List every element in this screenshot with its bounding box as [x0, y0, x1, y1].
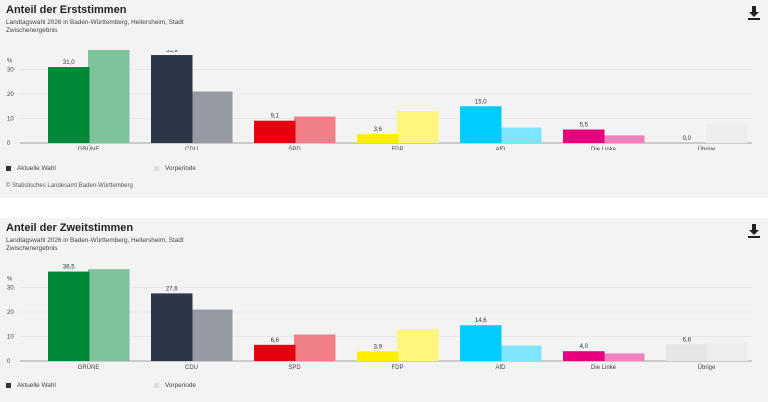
chart-title: Anteil der Erststimmen [6, 4, 127, 16]
bar-previous[interactable] [500, 127, 542, 143]
bar-previous[interactable] [397, 328, 439, 361]
bar-current[interactable] [48, 67, 90, 143]
legend-swatch-previous [154, 382, 159, 388]
subtitle-line: Landtagswahl 2026 in Baden-Württemberg, … [6, 19, 184, 26]
data-label: 6,8 [683, 337, 692, 343]
bar-current[interactable] [357, 134, 399, 143]
bar-previous[interactable] [397, 110, 439, 143]
y-tick-label: 0 [7, 359, 11, 365]
subtitle-line: Landtagswahl 2026 in Baden-Württemberg, … [6, 237, 184, 244]
data-label: 31,0 [63, 60, 75, 66]
source-credit: © Statistisches Landesamt Baden-Württemb… [6, 183, 133, 189]
bar-current[interactable] [563, 129, 605, 143]
bar-current[interactable] [357, 351, 399, 361]
bar-current[interactable] [666, 344, 708, 361]
data-label: 5,5 [580, 123, 589, 129]
bar-current[interactable] [563, 351, 605, 361]
y-tick-label: 20 [7, 310, 14, 316]
bar-current[interactable] [460, 106, 502, 143]
bar-previous[interactable] [191, 309, 233, 361]
data-label: 14,6 [475, 318, 487, 324]
legend-swatch-current [6, 382, 11, 388]
legend-item-previous[interactable]: Vorperiode [154, 382, 196, 389]
bar-current[interactable] [254, 344, 296, 361]
category-label: AfD [495, 147, 506, 150]
bar-previous[interactable] [706, 342, 748, 361]
y-tick-label: 10 [7, 117, 14, 123]
category-label: FDP [392, 147, 404, 150]
erststimmen-bar-chart: % 0 10 20 30 31,0 GRÜNE 35,9 CDU 9,1 SPD 3,6 FDP 15,0… [7, 50, 752, 150]
bar-previous[interactable] [706, 124, 748, 143]
bar-previous[interactable] [191, 91, 233, 143]
y-axis-unit: % [7, 59, 13, 65]
data-label: 27,6 [166, 286, 178, 292]
category-label: CDU [185, 147, 198, 150]
download-icon[interactable] [748, 6, 760, 20]
category-label: Übrige [698, 364, 716, 371]
bar-current[interactable] [151, 55, 193, 143]
y-tick-label: 0 [7, 141, 11, 147]
category-label: Übrige [698, 146, 716, 150]
legend-swatch-current [6, 165, 11, 171]
data-label: 36,5 [63, 265, 75, 271]
bar-previous[interactable] [603, 353, 645, 361]
bar-previous[interactable] [294, 334, 336, 361]
legend-swatch-previous [154, 165, 159, 171]
chart-subtitle: Landtagswahl 2026 in Baden-Württemberg, … [6, 19, 184, 35]
panel-gap [0, 198, 768, 218]
y-tick-label: 10 [7, 335, 14, 341]
bar-previous[interactable] [500, 345, 542, 361]
data-label: 6,6 [271, 338, 280, 344]
bar-previous[interactable] [88, 269, 130, 361]
bar-current[interactable] [460, 325, 502, 361]
legend-item-current[interactable]: Aktuelle Wahl [6, 382, 56, 389]
status-line: Zwischenergebnis [6, 27, 58, 34]
data-label: 4,0 [580, 344, 589, 350]
data-label: 15,0 [475, 99, 487, 105]
category-label: Die Linke [591, 147, 617, 150]
chart-title: Anteil der Zweitstimmen [6, 222, 134, 234]
category-label: FDP [392, 365, 404, 371]
y-tick-label: 20 [7, 92, 14, 98]
bar-previous[interactable] [294, 116, 336, 143]
data-label: 0,0 [683, 136, 692, 142]
download-icon[interactable] [748, 224, 760, 238]
legend-label: Vorperiode [165, 382, 196, 389]
legend-label: Aktuelle Wahl [17, 382, 56, 389]
data-label: 35,9 [166, 50, 178, 54]
legend-item-current[interactable]: Aktuelle Wahl [6, 165, 56, 172]
category-label: Die Linke [591, 365, 617, 371]
status-line: Zwischenergebnis [6, 245, 58, 252]
bar-current[interactable] [48, 271, 90, 361]
data-label: 9,1 [271, 114, 280, 120]
data-label: 3,6 [374, 127, 383, 133]
data-label: 3,9 [374, 344, 383, 350]
category-label: GRÜNE [78, 364, 100, 371]
category-label: SPD [288, 147, 301, 150]
category-label: SPD [288, 365, 301, 371]
bar-previous[interactable] [603, 135, 645, 143]
category-label: GRÜNE [78, 146, 100, 150]
y-tick-label: 30 [7, 286, 14, 292]
legend-label: Vorperiode [165, 165, 196, 172]
erststimmen-panel: Anteil der Erststimmen Landtagswahl 2026… [0, 0, 768, 198]
zweitstimmen-panel: Anteil der Zweitstimmen Landtagswahl 202… [0, 218, 768, 402]
legend-item-previous[interactable]: Vorperiode [154, 165, 196, 172]
bar-previous[interactable] [88, 50, 130, 143]
chart-subtitle: Landtagswahl 2026 in Baden-Württemberg, … [6, 237, 184, 253]
y-tick-label: 30 [7, 68, 14, 74]
y-axis-unit: % [7, 277, 13, 283]
zweitstimmen-bar-chart: % 0 10 20 30 36,5 GRÜNE 27,6 CDU 6,6 SPD 3,9 FDP 14,6… [7, 265, 752, 371]
category-label: AfD [495, 365, 506, 371]
legend-label: Aktuelle Wahl [17, 165, 56, 172]
category-label: CDU [185, 365, 198, 371]
bar-current[interactable] [254, 120, 296, 143]
bar-current[interactable] [151, 293, 193, 361]
